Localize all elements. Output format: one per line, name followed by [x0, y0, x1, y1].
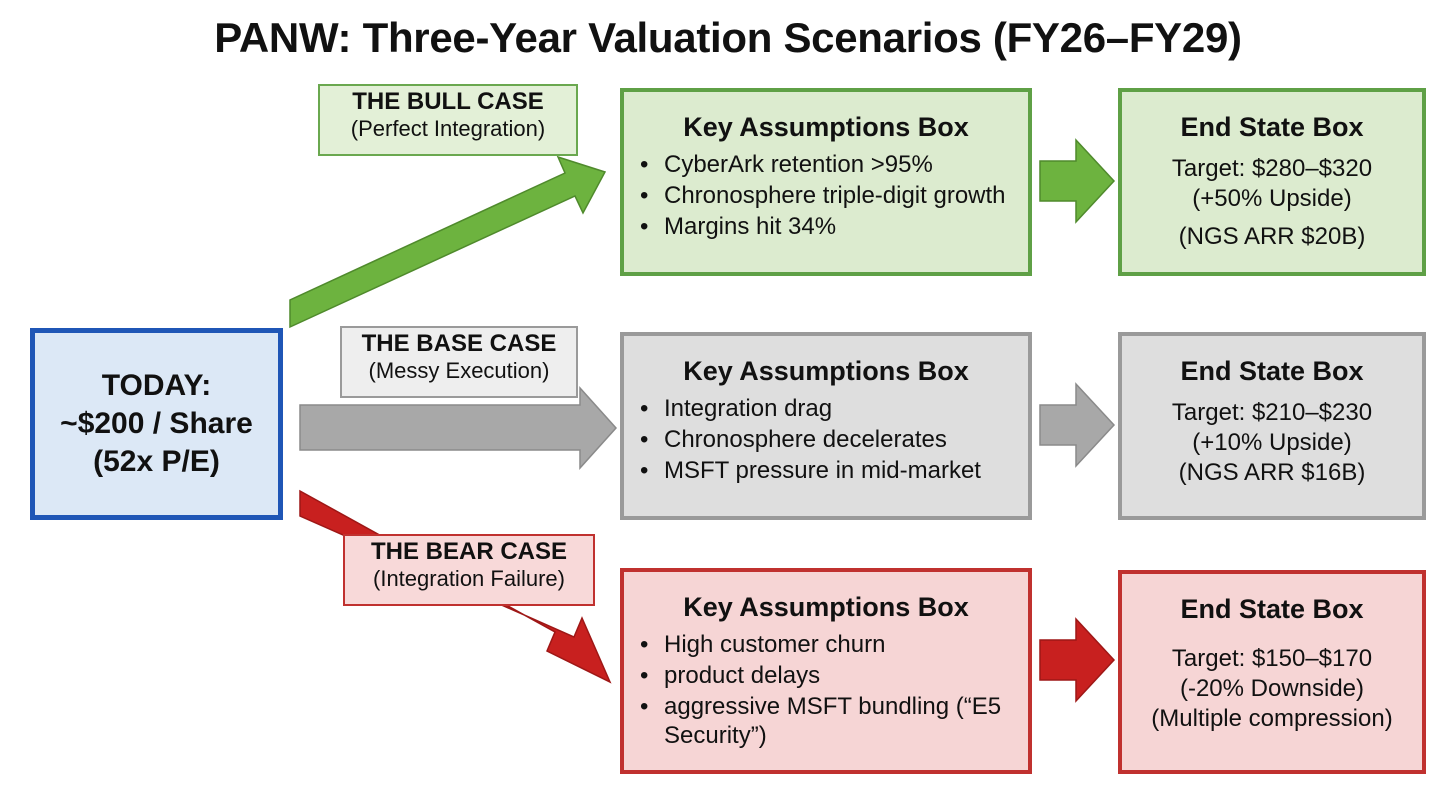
today-price: ~$200 / Share	[60, 407, 253, 440]
base-assumptions-box: Key Assumptions Box Integration drag Chr…	[620, 332, 1032, 520]
base-end-state-title: End State Box	[1180, 356, 1364, 386]
bull-case-label: THE BULL CASE (Perfect Integration)	[318, 84, 578, 156]
base-case-label: THE BASE CASE (Messy Execution)	[340, 326, 578, 398]
base-target: Target: $210–$230	[1171, 399, 1373, 426]
base-case-title: THE BASE CASE	[361, 330, 557, 357]
list-item: High customer churn	[640, 630, 1028, 659]
base-assumptions-title: Key Assumptions Box	[683, 356, 969, 386]
list-item: MSFT pressure in mid-market	[640, 456, 1028, 485]
bull-assumptions-list: CyberArk retention >95% Chronosphere tri…	[624, 150, 1028, 241]
bull-arrow	[289, 155, 607, 329]
bear-end-state-box: End State Box Target: $150–$170 (-20% Do…	[1118, 570, 1426, 774]
bear-target: Target: $150–$170	[1171, 645, 1373, 672]
bull-arr: (NGS ARR $20B)	[1178, 223, 1366, 250]
today-label: TODAY:	[101, 369, 212, 402]
bear-downside: (-20% Downside)	[1179, 675, 1365, 702]
list-item: Chronosphere triple-digit growth	[640, 181, 1028, 210]
base-arrow	[299, 386, 618, 470]
list-item: Integration drag	[640, 394, 1028, 423]
bull-case-subtitle: (Perfect Integration)	[350, 116, 546, 141]
list-item: Margins hit 34%	[640, 212, 1028, 241]
bear-note: (Multiple compression)	[1151, 705, 1393, 732]
today-pe: (52x P/E)	[93, 445, 220, 478]
bull-target: Target: $280–$320	[1171, 155, 1373, 182]
bull-assumptions-box: Key Assumptions Box CyberArk retention >…	[620, 88, 1032, 276]
bull-end-arrow	[1039, 138, 1116, 224]
base-arr: (NGS ARR $16B)	[1178, 459, 1366, 486]
diagram-title: PANW: Three-Year Valuation Scenarios (FY…	[214, 14, 1242, 61]
today-box: TODAY: ~$200 / Share (52x P/E)	[30, 328, 283, 520]
list-item: CyberArk retention >95%	[640, 150, 1028, 179]
bear-assumptions-box: Key Assumptions Box High customer churn …	[620, 568, 1032, 774]
bear-end-state-title: End State Box	[1180, 594, 1364, 624]
bear-assumptions-title: Key Assumptions Box	[683, 592, 969, 622]
bear-end-arrow	[1039, 617, 1116, 703]
list-item: product delays	[640, 661, 1028, 690]
bear-case-subtitle: (Integration Failure)	[373, 566, 565, 591]
bear-case-label: THE BEAR CASE (Integration Failure)	[343, 534, 595, 606]
bull-upside: (+50% Upside)	[1192, 185, 1352, 212]
base-end-arrow	[1039, 382, 1116, 468]
base-assumptions-list: Integration drag Chronosphere decelerate…	[624, 394, 1028, 485]
bull-assumptions-title: Key Assumptions Box	[683, 112, 969, 142]
base-upside: (+10% Upside)	[1192, 429, 1352, 456]
bull-case-title: THE BULL CASE	[352, 88, 544, 115]
bear-case-title: THE BEAR CASE	[370, 538, 568, 565]
base-case-subtitle: (Messy Execution)	[368, 358, 550, 383]
bull-end-state-title: End State Box	[1180, 112, 1364, 142]
list-item: Chronosphere decelerates	[640, 425, 1028, 454]
bull-end-state-box: End State Box Target: $280–$320 (+50% Up…	[1118, 88, 1426, 276]
base-end-state-box: End State Box Target: $210–$230 (+10% Up…	[1118, 332, 1426, 520]
list-item: aggressive MSFT bundling (“E5 Security”)	[640, 692, 1028, 750]
bear-assumptions-list: High customer churn product delays aggre…	[624, 630, 1028, 750]
